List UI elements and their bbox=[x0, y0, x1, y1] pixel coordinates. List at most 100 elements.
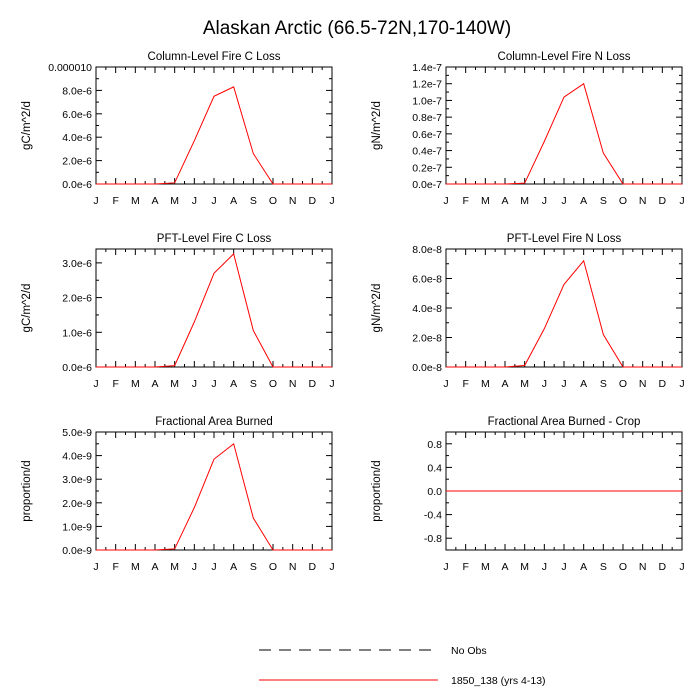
x-tick-label: A bbox=[230, 561, 237, 573]
y-tick-label: 1.0e-7 bbox=[412, 95, 442, 107]
x-tick-label: F bbox=[112, 378, 118, 390]
panel-title: Fractional Area Burned bbox=[155, 416, 273, 428]
y-tick-label: 0.0e-9 bbox=[62, 545, 92, 557]
y-tick-label: 1.2e-7 bbox=[412, 79, 442, 91]
x-tick-label: J bbox=[93, 378, 98, 390]
series-line bbox=[446, 259, 682, 368]
y-tick-label: 4.0e-9 bbox=[62, 451, 92, 463]
x-tick-label: J bbox=[542, 561, 547, 573]
x-tick-label: A bbox=[151, 195, 158, 207]
x-tick-label: J bbox=[93, 195, 98, 207]
x-tick-label: A bbox=[151, 561, 158, 573]
x-tick-label: N bbox=[639, 378, 647, 390]
x-tick-label: F bbox=[112, 195, 118, 207]
x-tick-label: J bbox=[211, 195, 216, 207]
x-tick-label: J bbox=[93, 561, 98, 573]
x-tick-label: N bbox=[639, 561, 647, 573]
x-tick-label: F bbox=[462, 561, 468, 573]
x-tick-label: A bbox=[501, 561, 508, 573]
x-tick-label: J bbox=[192, 378, 197, 390]
y-tick-label: 3.0e-9 bbox=[62, 474, 92, 486]
x-tick-label: J bbox=[443, 195, 448, 207]
y-axis-label: proportion/d bbox=[21, 460, 33, 521]
y-tick-label: 8.0e-8 bbox=[412, 244, 442, 256]
x-tick-label: D bbox=[309, 378, 317, 390]
y-tick-label: -0.8 bbox=[424, 533, 442, 545]
y-tick-label: 1.0e-9 bbox=[62, 521, 92, 533]
x-tick-label: J bbox=[211, 378, 216, 390]
series-line bbox=[96, 252, 332, 368]
y-tick-label: 0.0e-6 bbox=[62, 362, 92, 374]
y-tick-label: 0.2e-7 bbox=[412, 162, 442, 174]
x-tick-label: D bbox=[309, 561, 317, 573]
panel-title: PFT-Level Fire C Loss bbox=[157, 233, 272, 245]
plot-frame bbox=[95, 248, 333, 368]
x-tick-label: N bbox=[639, 195, 647, 207]
x-tick-label: J bbox=[679, 378, 684, 390]
x-tick-label: A bbox=[580, 561, 587, 573]
x-tick-label: O bbox=[619, 561, 627, 573]
plot-frame bbox=[445, 66, 683, 185]
y-tick-label: 0.8 bbox=[427, 439, 442, 451]
y-tick-label: 1.0e-6 bbox=[62, 327, 92, 339]
x-tick-label: A bbox=[580, 195, 587, 207]
y-axis-label: gC/m^2/d bbox=[21, 101, 33, 150]
x-tick-label: M bbox=[520, 561, 529, 573]
x-tick-label: F bbox=[462, 378, 468, 390]
y-axis-label: gC/m^2/d bbox=[21, 284, 33, 333]
panel-title: PFT-Level Fire N Loss bbox=[507, 233, 622, 245]
x-tick-label: J bbox=[329, 378, 334, 390]
x-tick-label: O bbox=[619, 378, 627, 390]
plot-frame bbox=[445, 248, 683, 368]
y-tick-label: 4.0e-8 bbox=[412, 303, 442, 315]
y-tick-label: 0.000010 bbox=[48, 62, 92, 74]
x-tick-label: J bbox=[329, 195, 334, 207]
x-tick-label: M bbox=[520, 195, 529, 207]
x-tick-label: M bbox=[520, 378, 529, 390]
x-tick-label: A bbox=[580, 378, 587, 390]
y-axis-label: proportion/d bbox=[371, 460, 383, 521]
x-tick-label: O bbox=[269, 561, 277, 573]
y-tick-label: 0.4 bbox=[427, 462, 442, 474]
x-tick-label: S bbox=[600, 561, 607, 573]
y-tick-label: 2.0e-6 bbox=[62, 156, 92, 168]
x-tick-label: J bbox=[561, 561, 566, 573]
x-tick-label: M bbox=[481, 195, 490, 207]
x-tick-label: J bbox=[211, 561, 216, 573]
panel-title: Column-Level Fire N Loss bbox=[498, 51, 631, 63]
x-tick-label: S bbox=[600, 195, 607, 207]
x-tick-label: A bbox=[501, 378, 508, 390]
y-tick-label: 0.8e-7 bbox=[412, 112, 442, 124]
x-tick-label: A bbox=[501, 195, 508, 207]
x-tick-label: S bbox=[600, 378, 607, 390]
y-tick-label: 6.0e-8 bbox=[412, 274, 442, 286]
y-tick-label: 0.4e-7 bbox=[412, 146, 442, 158]
x-tick-label: J bbox=[542, 378, 547, 390]
y-axis-label: gN/m^2/d bbox=[371, 284, 383, 333]
x-tick-label: J bbox=[679, 195, 684, 207]
x-tick-label: A bbox=[230, 195, 237, 207]
x-tick-label: S bbox=[250, 195, 257, 207]
x-tick-label: O bbox=[619, 195, 627, 207]
legend-label-no-obs: No Obs bbox=[451, 645, 487, 657]
x-tick-label: J bbox=[192, 561, 197, 573]
y-tick-label: 2.0e-8 bbox=[412, 333, 442, 345]
y-tick-label: 0.0 bbox=[427, 486, 442, 498]
x-tick-label: D bbox=[659, 195, 667, 207]
x-tick-label: M bbox=[131, 378, 140, 390]
x-tick-label: M bbox=[170, 561, 179, 573]
legend: No Obs 1850_138 (yrs 4-13) bbox=[259, 645, 546, 687]
x-tick-label: S bbox=[250, 561, 257, 573]
panel-title: Column-Level Fire C Loss bbox=[148, 51, 281, 63]
series-line bbox=[96, 86, 332, 185]
x-tick-label: O bbox=[269, 195, 277, 207]
plot-frame bbox=[95, 66, 333, 185]
y-tick-label: 5.0e-9 bbox=[62, 427, 92, 439]
x-tick-label: M bbox=[481, 561, 490, 573]
